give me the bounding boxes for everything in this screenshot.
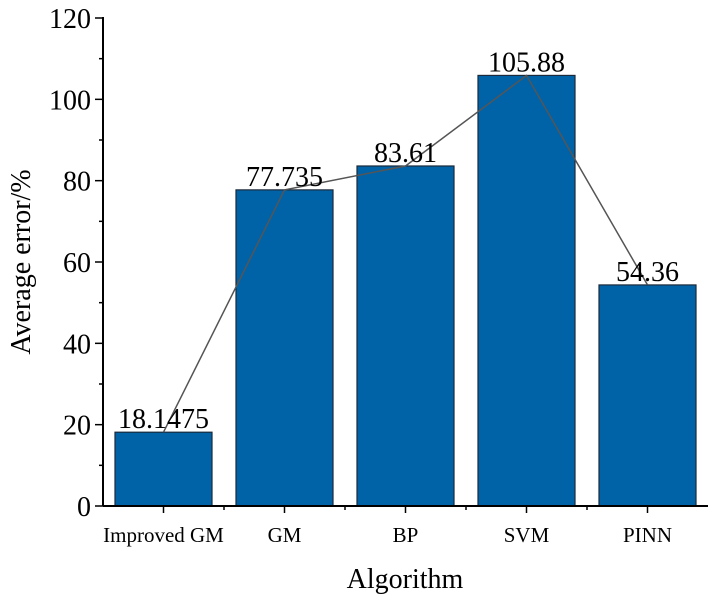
- trend-line: [162, 74, 649, 433]
- bar-improved-gm: [114, 431, 213, 507]
- x-axis-label: Algorithm: [347, 564, 464, 595]
- bar-gm: [235, 189, 334, 507]
- data-label: 105.88: [488, 47, 565, 78]
- y-tick-label: 80: [63, 167, 91, 198]
- x-tick-label: Improved GM: [103, 523, 224, 547]
- x-tick-label: GM: [268, 523, 302, 547]
- data-label: 18.1475: [118, 404, 209, 435]
- data-label: 77.735: [246, 162, 323, 193]
- y-tick-label: 0: [77, 492, 91, 523]
- x-tick-label: PINN: [623, 523, 672, 547]
- bar-pinn: [598, 284, 697, 507]
- data-label: 54.36: [616, 257, 679, 288]
- y-tick-label: 40: [63, 329, 91, 360]
- x-tick-label: SVM: [504, 523, 550, 547]
- y-axis-label: Average error/%: [6, 169, 37, 354]
- y-tick-label: 20: [63, 411, 91, 442]
- y-tick-label: 120: [49, 4, 91, 35]
- data-label: 83.61: [374, 138, 437, 169]
- y-tick-label: 100: [49, 85, 91, 116]
- bar-svm: [477, 74, 576, 507]
- bar-bp: [356, 165, 455, 507]
- x-tick-label: BP: [393, 523, 419, 547]
- y-tick-label: 60: [63, 248, 91, 279]
